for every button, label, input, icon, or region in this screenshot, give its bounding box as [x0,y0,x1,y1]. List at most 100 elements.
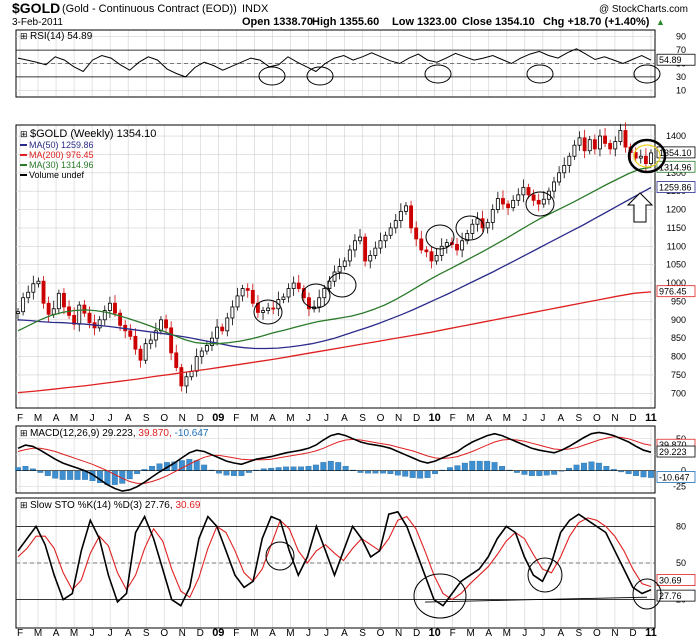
price-candle [97,316,102,332]
macd-title: MACD(12,26,9) 29.223, 39.870, -10.647 [30,428,209,439]
candle-body [352,240,357,251]
macd-signal-label: 39.870 [659,440,687,450]
price-candle [501,190,505,210]
legend-entry: Volume undef [29,170,85,180]
macd-histogram-bar [156,463,163,471]
price-candle [572,140,577,160]
price-candle [337,258,342,280]
price-candle [495,191,500,214]
price-candle [444,238,449,254]
price-candle [526,183,531,199]
candle-body [393,220,398,229]
x-tick-label: D [197,413,204,424]
x-tick-label: J [324,413,329,424]
stochastic-panel: 805020⊞Slow STO %K(14) %D(3) 27.76, 30.6… [15,497,696,629]
macd-histogram-bar [275,467,282,471]
price-candle [352,234,357,258]
macd-frame [15,425,656,494]
price-candle [307,292,311,317]
price-candle [56,289,61,315]
price-candle [184,371,189,394]
price-candle [516,188,521,206]
price-candle [159,316,163,335]
candle-body [363,236,368,262]
y-tick-label: 900 [671,315,686,325]
macd-histogram-bar [126,470,133,480]
price-candle [592,134,597,155]
x-tick-label: A [53,413,60,424]
price-candle [164,314,168,334]
price-candle [409,200,414,234]
candle-body [184,376,189,387]
annotation-circle [413,573,467,619]
macd-histogram-bar [454,465,461,471]
price-candle [31,275,36,300]
price-candle [46,296,51,322]
annotation-circle [425,224,455,250]
x-tick-label: J [522,413,527,424]
x-tick-label: J [540,413,545,424]
price-candle [296,274,301,293]
x-tick-label: A [485,628,492,639]
macd-histogram-bar [491,462,498,471]
candle-body [215,326,220,339]
candle-body [409,205,414,229]
macd-histogram-bar [52,470,59,479]
macd-histogram-bar [290,466,297,471]
annotation-circle [424,64,452,84]
candle-body [444,242,449,247]
price-candle [128,324,133,341]
candle-body [164,319,168,329]
candle-body [16,311,20,314]
y-tick-label: -25 [673,482,686,492]
price-candle [281,293,286,304]
x-tick-label: 09 [212,627,224,639]
low-value: Low 1323.00 [392,16,457,28]
price-candle [102,305,107,326]
candle-body [587,139,592,152]
candle-body [102,310,107,321]
sto-d-label-box [656,574,696,586]
candle-body [643,155,648,164]
candle-body [638,155,643,159]
annotation-circle [632,578,662,610]
price-candle [153,322,158,348]
price-candle [434,248,439,265]
x-tick-label: S [576,628,583,639]
candle-body [87,312,92,324]
price-candle [286,283,291,303]
candle-body [485,221,490,229]
macd-histogram-bar [581,462,587,471]
annotation-circle [527,557,563,593]
candle-body [82,304,87,314]
macd-histogram-bar [499,466,505,471]
macd-histogram-bar [603,466,610,471]
macd-hist-value: -10.647 [175,428,209,439]
x-axis-top: F M A M J J A S O N D 09 F M A M J J A S O N D 10 F M A M J J A S O N D 11 [17,412,657,424]
candle-body [592,139,597,150]
candle-body [138,348,143,361]
rsi-title: RSI(14) 54.89 [30,31,93,42]
macd-histogram-bar [15,467,21,471]
price-candle [455,237,459,256]
macd-histogram-bar [305,466,312,471]
x-tick-label: M [503,628,511,639]
price-candle [41,276,46,309]
annotation-circle [633,64,661,84]
price-candle [557,166,562,186]
candle-body [317,297,322,308]
macd-histogram-bar [573,464,580,471]
macd-histogram-bar [648,470,654,478]
candle-body [77,304,82,325]
x-tick-label: F [233,628,239,639]
ma50-line [17,186,652,350]
price-frame [15,124,656,409]
x-tick-label: J [540,628,545,639]
ma200-line [17,291,652,394]
price-candle [506,200,510,216]
candle-body [618,130,623,142]
macd-line [17,431,652,492]
price-candle [16,308,20,321]
price-candle [388,222,393,239]
candle-body [194,356,199,372]
